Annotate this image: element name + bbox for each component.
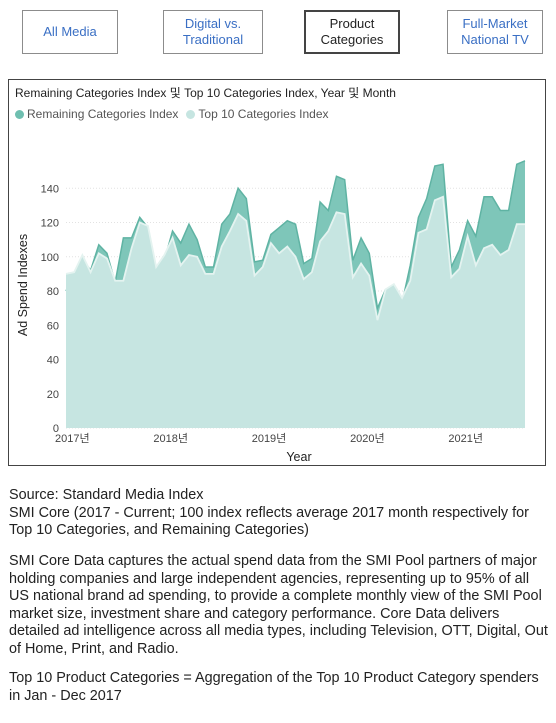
tab-label-line1: All Media xyxy=(43,24,97,39)
y-tick-label: 80 xyxy=(47,286,59,298)
smi-core-text: SMI Core (2017 - Current; 100 index refl… xyxy=(9,504,529,539)
tab-digital-vs-traditional[interactable]: Digital vs. Traditional xyxy=(163,10,263,54)
x-axis-title: Year xyxy=(286,450,311,464)
x-tick-label: 2021년 xyxy=(448,432,483,445)
y-tick-label: 120 xyxy=(41,218,59,230)
legend-label: Top 10 Categories Index xyxy=(198,107,329,121)
tab-label-line2: National TV xyxy=(461,32,529,47)
source-text: Source: Standard Media Index xyxy=(9,487,204,503)
tab-label-line2: Traditional xyxy=(182,32,244,47)
source-notes: Source: Standard Media Index SMI Core (2… xyxy=(9,487,549,540)
x-tick-label: 2020년 xyxy=(350,432,385,445)
chart-panel[interactable]: Remaining Categories Index 및 Top 10 Cate… xyxy=(8,79,546,466)
core-data-text: SMI Core Data captures the actual spend … xyxy=(9,553,548,657)
y-tick-label: 60 xyxy=(47,320,59,332)
chart-legend: Remaining Categories Index Top 10 Catego… xyxy=(15,107,337,121)
y-tick-label: 20 xyxy=(47,389,59,401)
tab-all-media[interactable]: All Media xyxy=(22,10,118,54)
legend-item-remaining[interactable]: Remaining Categories Index xyxy=(15,107,178,121)
tab-label-line1: Full-Market xyxy=(462,16,528,31)
tab-label-line1: Digital vs. xyxy=(184,16,242,31)
y-tick-label: 100 xyxy=(41,252,59,264)
tab-full-market-national-tv[interactable]: Full-Market National TV xyxy=(447,10,543,54)
y-axis-title: Ad Spend Indexes xyxy=(16,234,30,336)
y-tick-label: 140 xyxy=(41,183,59,195)
tab-product-categories[interactable]: Product Categories xyxy=(304,10,400,54)
area-chart[interactable]: 0 20 40 60 80 100 120 140 2017년 2018년 2019년 2020년 20… xyxy=(9,80,545,465)
series-line-0 xyxy=(65,160,526,311)
top10-text: Top 10 Product Categories = Aggregation … xyxy=(9,670,539,704)
x-tick-label: 2019년 xyxy=(252,432,287,445)
series-area-1 xyxy=(66,196,525,428)
y-tick-label: 0 xyxy=(53,423,59,435)
legend-label: Remaining Categories Index xyxy=(27,107,179,121)
tab-label-line1: Product xyxy=(329,16,375,31)
legend-marker-icon xyxy=(15,109,24,119)
chart-title: Remaining Categories Index 및 Top 10 Cate… xyxy=(15,86,396,100)
y-tick-label: 40 xyxy=(47,355,59,367)
legend-marker-icon xyxy=(186,109,196,119)
x-tick-label: 2017년 xyxy=(55,432,90,445)
core-data-description: SMI Core Data captures the actual spend … xyxy=(9,553,549,658)
series-line-1 xyxy=(65,195,525,321)
x-tick-label: 2018년 xyxy=(153,432,188,445)
top10-definition: Top 10 Product Categories = Aggregation … xyxy=(9,670,549,705)
legend-item-top10[interactable]: Top 10 Categories Index xyxy=(186,107,329,121)
tab-label-line2: Categories xyxy=(320,32,384,47)
